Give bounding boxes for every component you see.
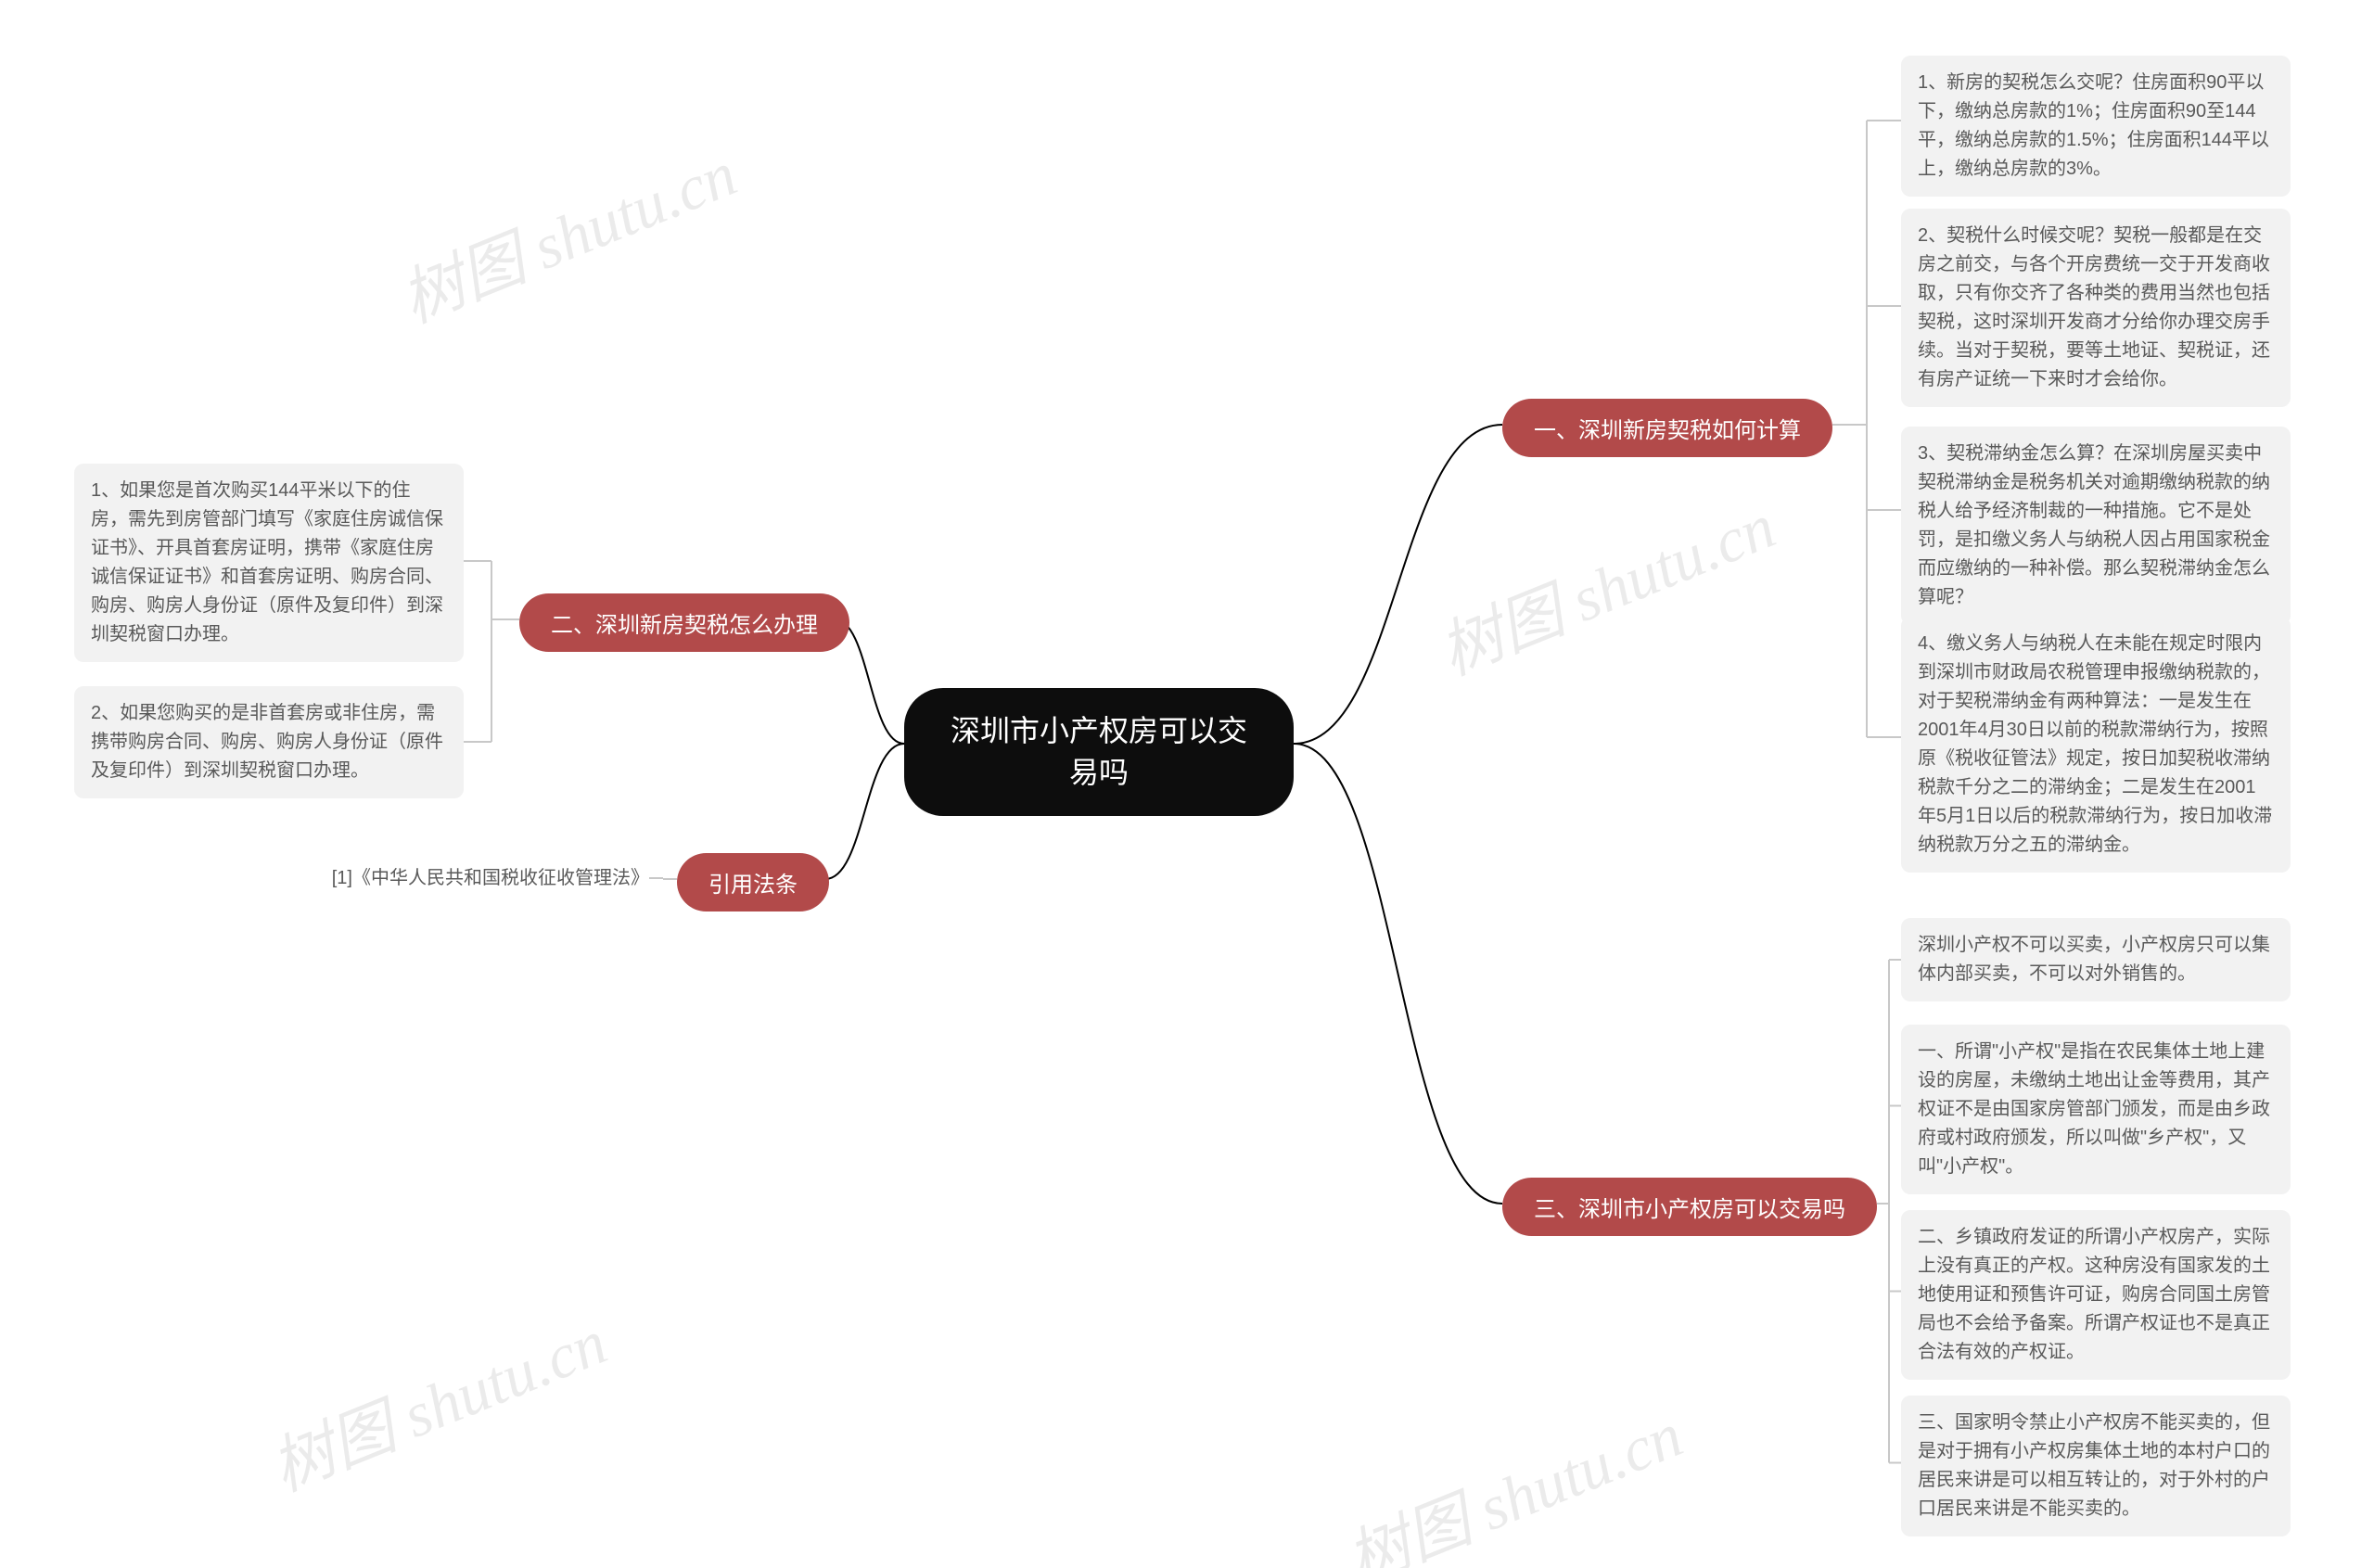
leaf-b3-2: 二、乡镇政府发证的所谓小产权房产，实际上没有真正的产权。这种房没有国家发的土地使… — [1901, 1210, 2291, 1380]
watermark-2: 树图 shutu.cn — [255, 1291, 618, 1509]
branch-b2[interactable]: 二、深圳新房契税怎么办理 — [519, 593, 849, 652]
leaf-b1-3: 4、缴义务人与纳税人在未能在规定时限内到深圳市财政局农税管理申报缴纳税款的，对于… — [1901, 617, 2291, 873]
branch-b1[interactable]: 一、深圳新房契税如何计算 — [1502, 399, 1832, 457]
leaf-b4-0: [1]《中华人民共和国税收征收管理法》 — [297, 862, 649, 889]
watermark-0: 树图 shutu.cn — [385, 122, 747, 340]
watermark-3: 树图 shutu.cn — [1331, 1383, 1693, 1568]
leaf-b3-0: 深圳小产权不可以买卖，小产权房只可以集体内部买卖，不可以对外销售的。 — [1901, 918, 2291, 1001]
leaf-b2-0: 1、如果您是首次购买144平米以下的住房，需先到房管部门填写《家庭住房诚信保证书… — [74, 464, 464, 662]
leaf-b3-1: 一、所谓"小产权"是指在农民集体土地上建设的房屋，未缴纳土地出让金等费用，其产权… — [1901, 1025, 2291, 1194]
leaf-b3-3: 三、国家明令禁止小产权房不能买卖的，但是对于拥有小产权房集体土地的本村户口的居民… — [1901, 1396, 2291, 1536]
watermark-1: 树图 shutu.cn — [1423, 475, 1786, 693]
branch-b3[interactable]: 三、深圳市小产权房可以交易吗 — [1502, 1178, 1877, 1236]
leaf-b2-1: 2、如果您购买的是非首套房或非住房，需携带购房合同、购房、购房人身份证（原件及复… — [74, 686, 464, 798]
center-node[interactable]: 深圳市小产权房可以交易吗 — [904, 688, 1294, 816]
leaf-b1-2: 3、契税滞纳金怎么算？在深圳房屋买卖中契税滞纳金是税务机关对逾期缴纳税款的纳税人… — [1901, 427, 2291, 625]
leaf-b1-1: 2、契税什么时候交呢？契税一般都是在交房之前交，与各个开房费统一交于开发商收取，… — [1901, 209, 2291, 407]
leaf-b1-0: 1、新房的契税怎么交呢？住房面积90平以下，缴纳总房款的1%；住房面积90至14… — [1901, 56, 2291, 197]
branch-b4[interactable]: 引用法条 — [677, 853, 829, 911]
